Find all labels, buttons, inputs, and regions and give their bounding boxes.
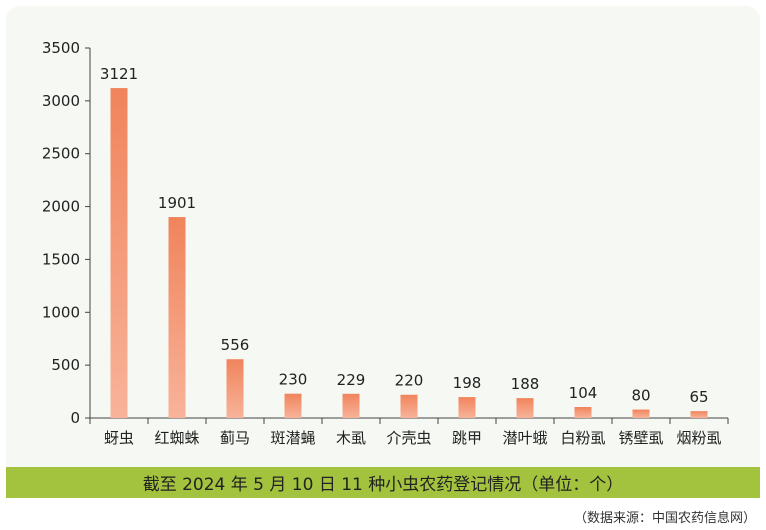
x-category-label: 介壳虫 [386, 429, 431, 447]
y-tick-label: 0 [70, 409, 80, 427]
bar-value-label: 1901 [158, 194, 196, 212]
chart-caption: 截至 2024 年 5 月 10 日 11 种小虫农药登记情况（单位：个） [142, 475, 624, 495]
y-tick-label: 1500 [42, 250, 80, 268]
bar-value-label: 229 [337, 371, 366, 389]
bar-chart: 0 500 1000 1500 2000 2500 3000 3500 3121 蚜虫 1901 红… [42, 39, 729, 447]
bar-潜叶蛾 [516, 398, 534, 418]
bar-value-label: 65 [689, 388, 708, 406]
x-category-label: 红蜘蛛 [154, 429, 199, 447]
x-category-label: 跳甲 [452, 429, 482, 447]
bar-value-label: 104 [569, 384, 598, 402]
bar-介壳虫 [400, 394, 418, 418]
y-tick-label: 3500 [42, 39, 80, 57]
bar-蓟马 [226, 359, 244, 418]
x-category-label: 烟粉虱 [676, 429, 721, 447]
x-category-label: 锈壁虱 [618, 429, 663, 447]
y-tick-label: 500 [51, 356, 80, 374]
chart-caption-bar: 截至 2024 年 5 月 10 日 11 种小虫农药登记情况（单位：个） [6, 467, 760, 498]
bar-value-label: 198 [453, 374, 482, 392]
bar-蚜虫 [110, 88, 128, 419]
x-category-label: 潜叶蛾 [502, 429, 547, 447]
bar-木虱 [342, 393, 360, 418]
x-category-label: 白粉虱 [560, 429, 605, 447]
bar-白粉虱 [574, 407, 592, 418]
bar-value-label: 220 [395, 372, 424, 390]
bar-value-label: 556 [221, 336, 250, 354]
y-tick-label: 1000 [42, 303, 80, 321]
bar-value-label: 188 [511, 375, 540, 393]
bar-跳甲 [458, 397, 476, 418]
y-tick-label: 2000 [42, 198, 80, 216]
bar-value-label: 80 [631, 387, 650, 405]
bar-value-label: 230 [279, 371, 308, 389]
bar-红蜘蛛 [168, 217, 186, 418]
bar-锈壁虱 [632, 409, 650, 418]
bar-value-label: 3121 [100, 65, 138, 83]
bar-斑潜蝇 [284, 393, 302, 418]
y-tick-label: 3000 [42, 92, 80, 110]
x-category-label: 蚜虫 [104, 429, 134, 447]
x-category-label: 斑潜蝇 [270, 429, 315, 447]
data-source-note: （数据来源：中国农药信息网） [573, 511, 756, 526]
y-tick-label: 2500 [42, 145, 80, 163]
x-category-label: 蓟马 [220, 429, 250, 447]
x-category-label: 木虱 [336, 429, 366, 447]
bar-烟粉虱 [690, 411, 708, 418]
